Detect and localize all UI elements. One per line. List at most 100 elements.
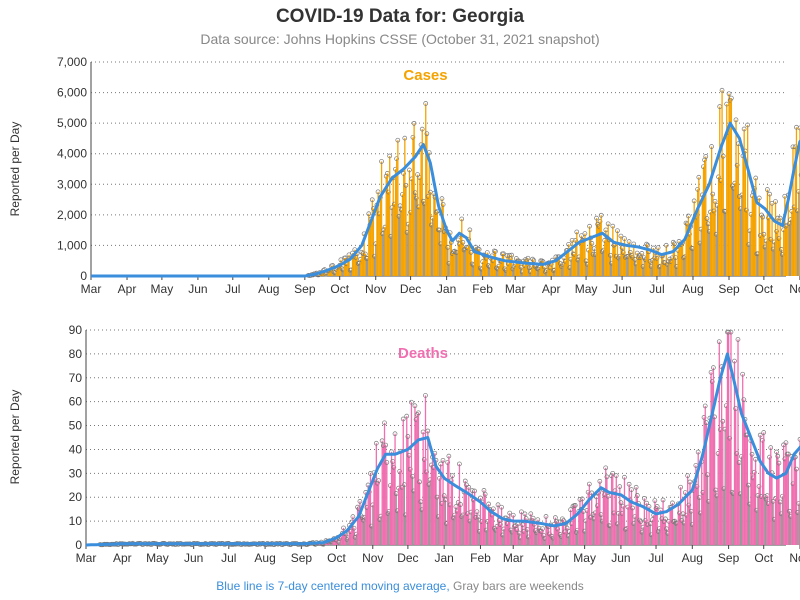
daily-bar xyxy=(573,505,575,545)
daily-bar xyxy=(576,231,578,276)
daily-bar xyxy=(733,361,736,545)
daily-bar xyxy=(415,419,417,545)
daily-bar xyxy=(473,251,476,276)
daily-bar xyxy=(663,262,665,276)
daily-bar xyxy=(726,104,728,277)
daily-bar xyxy=(772,249,774,276)
daily-bar xyxy=(330,265,333,276)
y-axis-label: Reported per Day xyxy=(8,390,22,485)
daily-bar xyxy=(692,490,695,545)
daily-bar xyxy=(465,247,468,276)
daily-bar xyxy=(375,243,377,276)
daily-bar xyxy=(394,169,397,276)
daily-bar xyxy=(372,504,374,545)
daily-bar xyxy=(567,535,569,545)
daily-bar xyxy=(656,506,658,545)
daily-bar xyxy=(346,263,348,276)
daily-bar xyxy=(484,255,486,276)
daily-point xyxy=(685,473,690,478)
daily-bar xyxy=(484,494,486,545)
daily-bar xyxy=(429,192,432,276)
daily-bar xyxy=(637,257,640,276)
daily-bar xyxy=(784,458,786,545)
daily-bars xyxy=(305,87,800,278)
daily-point xyxy=(597,478,603,484)
daily-point xyxy=(440,457,446,463)
daily-point xyxy=(350,514,356,519)
daily-bar xyxy=(722,421,724,545)
daily-bar xyxy=(369,473,372,545)
daily-bar xyxy=(615,475,617,545)
daily-bar xyxy=(676,522,678,545)
daily-bar xyxy=(423,203,426,276)
daily-bar xyxy=(373,256,376,276)
daily-bar xyxy=(455,252,457,276)
daily-bar xyxy=(788,511,791,545)
daily-point xyxy=(720,418,726,424)
daily-bar xyxy=(606,237,608,276)
daily-bar xyxy=(363,517,366,545)
daily-bar xyxy=(520,511,523,545)
daily-bar xyxy=(528,267,530,276)
daily-bar xyxy=(710,372,712,545)
daily-bar xyxy=(369,224,371,276)
daily-bar xyxy=(399,471,401,545)
daily-bar xyxy=(700,229,702,276)
daily-bar xyxy=(607,496,609,545)
daily-point xyxy=(603,465,609,471)
daily-bar xyxy=(362,520,365,545)
daily-bar xyxy=(334,539,337,545)
daily-bar xyxy=(795,127,798,276)
daily-point xyxy=(710,191,716,197)
daily-bar xyxy=(764,247,766,276)
daily-point xyxy=(620,503,626,509)
daily-bar xyxy=(403,484,406,545)
x-tick-label: Mar xyxy=(503,551,524,565)
daily-bar xyxy=(449,232,451,276)
daily-bar xyxy=(387,192,390,276)
daily-bar xyxy=(479,268,482,276)
x-tick-label: Oct xyxy=(754,551,773,565)
daily-bar xyxy=(650,534,653,545)
daily-bar xyxy=(341,268,343,276)
daily-point xyxy=(728,329,734,335)
panel-label: Deaths xyxy=(398,345,448,362)
daily-bar xyxy=(736,165,738,276)
daily-bar xyxy=(605,229,607,276)
daily-bar xyxy=(370,219,372,276)
daily-point xyxy=(582,231,588,236)
daily-point xyxy=(407,167,412,173)
daily-bar xyxy=(630,255,633,276)
daily-bar xyxy=(368,491,370,545)
daily-bar xyxy=(349,270,351,276)
daily-bar xyxy=(581,498,583,545)
daily-bar xyxy=(666,264,669,276)
daily-bar xyxy=(514,264,516,276)
daily-bar xyxy=(717,453,719,545)
daily-bar xyxy=(339,265,341,276)
daily-bar xyxy=(687,215,690,276)
daily-point xyxy=(412,403,418,409)
daily-bar xyxy=(466,513,469,545)
daily-point xyxy=(638,255,644,261)
daily-bar xyxy=(568,244,570,276)
daily-bar xyxy=(428,484,430,545)
daily-bar xyxy=(613,245,615,276)
daily-bar xyxy=(321,544,324,545)
daily-bar xyxy=(433,193,435,276)
daily-point xyxy=(618,233,624,239)
daily-bar xyxy=(532,259,534,276)
daily-point xyxy=(405,434,411,439)
x-tick-label: May xyxy=(575,282,598,296)
daily-bar xyxy=(621,513,623,545)
daily-bar xyxy=(748,244,750,276)
daily-bar xyxy=(635,263,637,276)
daily-bar xyxy=(600,215,602,276)
daily-bar xyxy=(347,537,349,545)
daily-bar xyxy=(587,250,590,276)
x-tick-label: Sep xyxy=(718,282,740,296)
daily-bar xyxy=(338,542,340,545)
daily-bar xyxy=(688,234,691,276)
daily-point xyxy=(458,502,463,507)
daily-bar xyxy=(407,224,409,276)
